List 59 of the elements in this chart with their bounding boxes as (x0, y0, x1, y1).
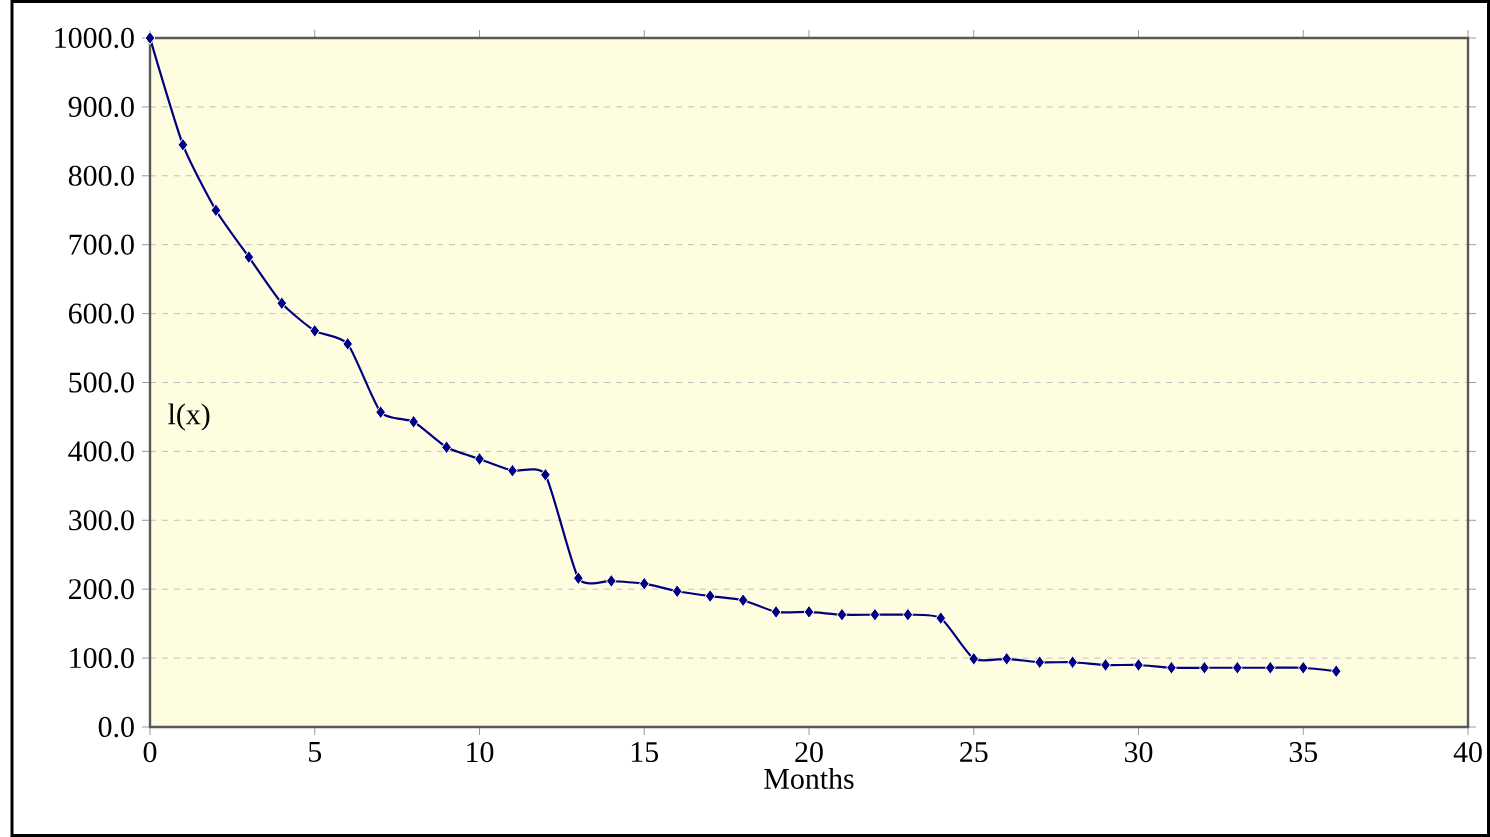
point (606, 574, 617, 588)
y-tick-label: 100.0 (70, 647, 134, 669)
point (210, 203, 222, 218)
point (1133, 658, 1144, 672)
x-tick-label: 15 (631, 742, 659, 763)
x-tick-label: 30 (1125, 742, 1153, 763)
point (1166, 660, 1177, 675)
point (968, 651, 980, 666)
point (671, 584, 683, 599)
point (276, 296, 288, 311)
point (375, 405, 386, 420)
point (869, 607, 881, 622)
point (540, 467, 551, 482)
y-tick-label: 800.0 (68, 165, 134, 186)
point (836, 607, 848, 622)
x-tick-label: 0 (143, 742, 157, 763)
x-tick-label: 35 (1289, 742, 1318, 763)
point (770, 605, 782, 619)
x-tick-label: 40 (1453, 742, 1482, 763)
y-tick-label: 900.0 (68, 96, 134, 118)
point (803, 605, 815, 619)
point (902, 607, 914, 622)
point (474, 452, 485, 466)
point (1232, 660, 1243, 675)
point (507, 463, 518, 478)
y-tick-label: 1000.0 (55, 27, 134, 49)
point (441, 440, 452, 455)
x-tick-label: 25 (960, 742, 988, 763)
annotation: l(x) (168, 403, 210, 431)
y-tick-label: 200.0 (69, 579, 134, 600)
y-tick-label: 700.0 (69, 234, 134, 255)
point (309, 323, 321, 338)
point (704, 589, 716, 603)
x-tick-label: 20 (795, 742, 823, 763)
point (1297, 660, 1309, 675)
point (1199, 660, 1210, 675)
x-tick-label: 5 (309, 742, 322, 762)
y-tick-label: 400.0 (68, 441, 134, 462)
point (1034, 655, 1045, 670)
point (342, 337, 353, 351)
point (1067, 655, 1078, 670)
point (1100, 658, 1111, 672)
point (243, 250, 255, 264)
point (638, 576, 650, 591)
point (177, 137, 189, 152)
y-tick-label: 600.0 (68, 303, 134, 324)
y-tick-label: 300.0 (69, 510, 134, 531)
point (1001, 651, 1013, 666)
x-axis-title: Months (764, 767, 854, 789)
y-tick-label: 0.0 (98, 716, 134, 738)
point (737, 593, 749, 608)
y-tick-label: 500.0 (69, 372, 134, 393)
point (935, 611, 947, 626)
x-tick-label: 10 (467, 742, 494, 763)
point (408, 414, 419, 429)
point (1330, 664, 1342, 679)
point (144, 31, 156, 45)
point (1265, 660, 1276, 675)
point (573, 571, 584, 586)
